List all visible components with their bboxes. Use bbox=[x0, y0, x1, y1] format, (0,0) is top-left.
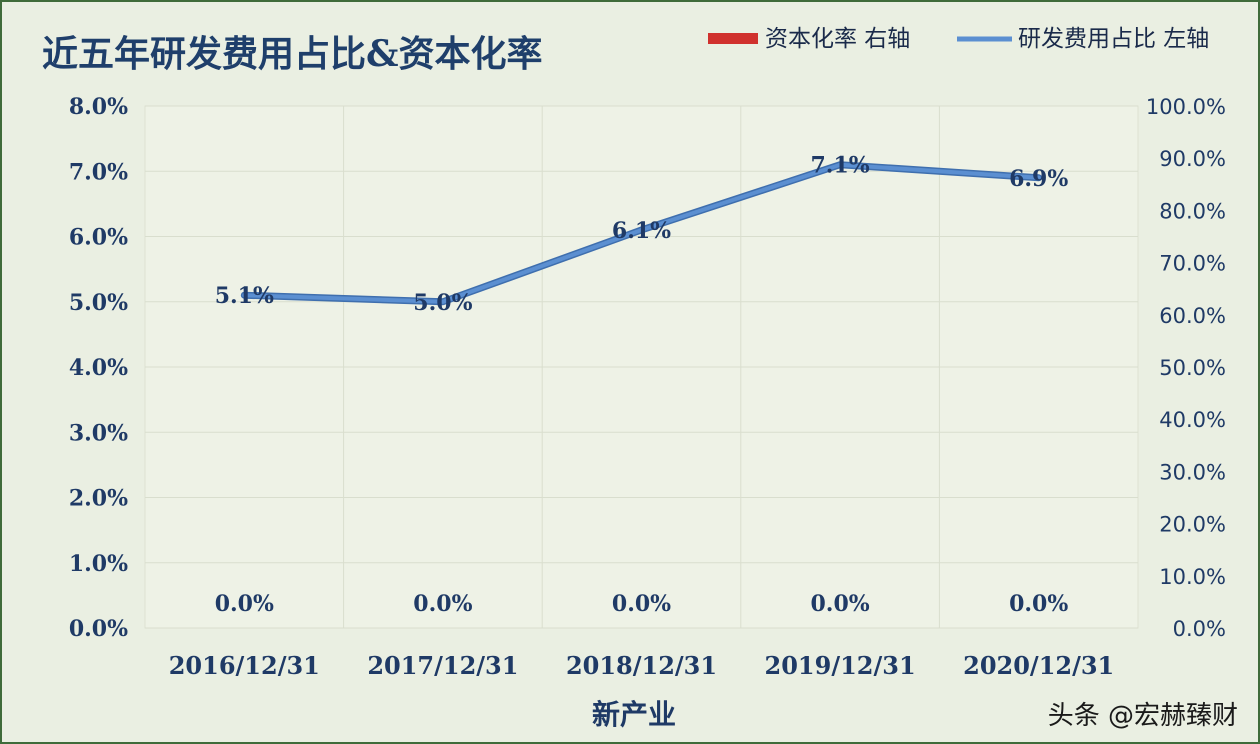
right-axis-ticks: 0.0% 10.0% 20.0% 30.0% 40.0% 50.0% 60.0% 70.0% 8… bbox=[1146, 95, 1226, 641]
data-point-rd-ratio bbox=[1036, 175, 1041, 180]
data-label-capitalization: 0.0% bbox=[215, 591, 274, 617]
left-tick-label: 6.0% bbox=[69, 225, 128, 251]
data-point-rd-ratio bbox=[639, 227, 644, 232]
right-tick-label: 90.0% bbox=[1159, 147, 1226, 171]
x-axis-categories: 2016/12/31 2017/12/31 2018/12/31 2019/12/31… bbox=[169, 651, 1115, 680]
left-tick-label: 2.0% bbox=[69, 486, 128, 512]
series-lines bbox=[240, 161, 1043, 306]
data-label-capitalization: 0.0% bbox=[413, 591, 472, 617]
right-tick-label: 50.0% bbox=[1159, 356, 1226, 380]
legend-label-rd-ratio: 研发费用占比 左轴 bbox=[1018, 26, 1209, 52]
data-label-capitalization: 0.0% bbox=[811, 591, 870, 617]
data-label-rd-ratio: 7.1% bbox=[811, 153, 870, 179]
data-point-rd-ratio bbox=[838, 162, 843, 167]
x-tick-label: 2018/12/31 bbox=[566, 651, 717, 680]
legend-label-capitalization: 资本化率 右轴 bbox=[765, 26, 910, 52]
right-tick-label: 70.0% bbox=[1159, 252, 1226, 276]
data-label-capitalization: 0.0% bbox=[612, 591, 671, 617]
right-tick-label: 20.0% bbox=[1159, 513, 1226, 537]
data-label-rd-ratio: 5.1% bbox=[215, 283, 274, 309]
left-tick-label: 4.0% bbox=[69, 355, 128, 381]
chart-title: 近五年研发费用占比&资本化率 bbox=[42, 33, 543, 75]
data-point-rd-ratio bbox=[440, 299, 445, 304]
x-tick-label: 2020/12/31 bbox=[963, 651, 1114, 680]
data-label-capitalization: 0.0% bbox=[1009, 591, 1068, 617]
right-tick-label: 40.0% bbox=[1159, 408, 1226, 432]
left-tick-label: 1.0% bbox=[69, 551, 128, 577]
left-tick-label: 5.0% bbox=[69, 290, 128, 316]
data-point-rd-ratio bbox=[242, 293, 247, 298]
right-tick-label: 100.0% bbox=[1146, 95, 1226, 119]
left-tick-label: 7.0% bbox=[69, 159, 128, 185]
x-axis-label: 新产业 bbox=[592, 698, 676, 731]
right-tick-label: 60.0% bbox=[1159, 304, 1226, 328]
left-tick-label: 0.0% bbox=[69, 616, 128, 642]
x-tick-label: 2016/12/31 bbox=[169, 651, 320, 680]
left-axis-ticks: 0.0% 1.0% 2.0% 3.0% 4.0% 5.0% 6.0% 7.0% 8.0% bbox=[69, 94, 128, 642]
right-tick-label: 0.0% bbox=[1173, 617, 1226, 641]
watermark: 头条 @宏赫臻财 bbox=[1048, 701, 1238, 731]
right-tick-label: 80.0% bbox=[1159, 199, 1226, 223]
left-tick-label: 3.0% bbox=[69, 420, 128, 446]
right-tick-label: 30.0% bbox=[1159, 460, 1226, 484]
gridlines bbox=[145, 105, 1138, 629]
left-tick-label: 8.0% bbox=[69, 94, 128, 120]
data-labels: 0.0% 0.0% 0.0% 0.0% 0.0% 5.1% 5.0% 6.1% 7.1% 6.9% bbox=[215, 153, 1069, 617]
legend: 资本化率 右轴 研发费用占比 左轴 bbox=[708, 26, 1209, 52]
data-label-rd-ratio: 5.0% bbox=[413, 290, 472, 316]
legend-swatch-capitalization bbox=[708, 33, 758, 44]
data-label-rd-ratio: 6.1% bbox=[612, 218, 671, 244]
right-tick-label: 10.0% bbox=[1159, 565, 1226, 589]
data-label-rd-ratio: 6.9% bbox=[1009, 166, 1068, 192]
x-tick-label: 2017/12/31 bbox=[367, 651, 518, 680]
x-tick-label: 2019/12/31 bbox=[765, 651, 916, 680]
